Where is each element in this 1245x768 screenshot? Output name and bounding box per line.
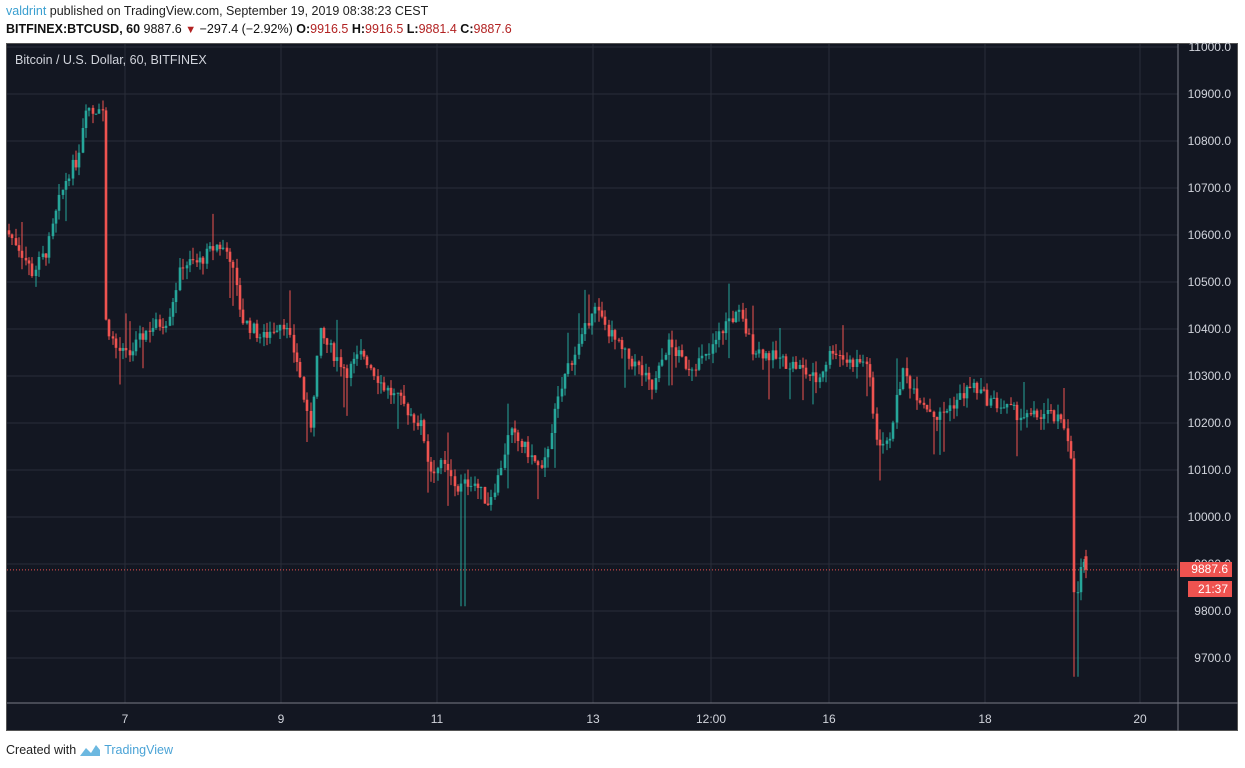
- price-tick-label: 10100.0: [1187, 463, 1231, 477]
- price-tick-label: 10000.0: [1187, 510, 1231, 524]
- time-tick-label: 18: [978, 712, 992, 726]
- price-tick-label: 11000.0: [1188, 40, 1232, 54]
- low-label: L:: [406, 22, 419, 36]
- chart-legend: Bitcoin / U.S. Dollar, 60, BITFINEX: [15, 53, 207, 67]
- price-tick-label: 9700.0: [1194, 651, 1231, 665]
- high-value: 9916.5: [365, 22, 404, 36]
- time-tick-label: 16: [822, 712, 836, 726]
- down-arrow-icon: ▼: [185, 24, 197, 36]
- symbol-info: BITFINEX:BTCUSD, 60 9887.6 ▼ −297.4 (−2.…: [6, 22, 512, 36]
- price-tick-label: 10300.0: [1187, 369, 1231, 383]
- publish-info: valdrint published on TradingView.com, S…: [6, 4, 428, 18]
- price-tick-label: 10900.0: [1187, 87, 1231, 101]
- low-value: 9881.4: [418, 22, 457, 36]
- time-tick-label: 13: [586, 712, 600, 726]
- last-value: 9887.6: [143, 22, 182, 36]
- tradingview-logo-icon: [80, 745, 101, 756]
- footer: Created with TradingView: [6, 743, 173, 757]
- time-tick-label: 9: [277, 712, 285, 726]
- change-value: −297.4 (−2.92%): [199, 22, 293, 36]
- published-text: published on TradingView.com, September …: [49, 4, 429, 18]
- author-link[interactable]: valdrint: [6, 4, 47, 18]
- high-label: H:: [351, 22, 366, 36]
- price-tick-label: 10500.0: [1187, 275, 1231, 289]
- time-tick-label: 12:00: [695, 712, 727, 726]
- bar-countdown-badge: 21:37: [1188, 581, 1232, 597]
- created-with-text: Created with: [6, 743, 77, 757]
- time-tick-label: 11: [430, 712, 444, 726]
- open-value: 9916.5: [310, 22, 349, 36]
- chart-frame[interactable]: [6, 43, 1238, 731]
- price-tick-label: 10400.0: [1187, 322, 1231, 336]
- price-tick-label: 10800.0: [1187, 134, 1231, 148]
- price-tick-label: 9800.0: [1194, 604, 1231, 618]
- tradingview-link[interactable]: TradingView: [104, 743, 173, 757]
- price-tick-label: 10700.0: [1187, 181, 1231, 195]
- last-price-badge: 9887.6: [1180, 562, 1232, 577]
- close-label: C:: [460, 22, 474, 36]
- time-tick-label: 20: [1133, 712, 1147, 726]
- price-tick-label: 10200.0: [1187, 416, 1231, 430]
- open-label: O:: [296, 22, 311, 36]
- symbol-label: BITFINEX:BTCUSD, 60: [6, 22, 141, 36]
- time-tick-label: 7: [121, 712, 129, 726]
- close-value: 9887.6: [473, 22, 512, 36]
- price-tick-label: 10600.0: [1187, 228, 1231, 242]
